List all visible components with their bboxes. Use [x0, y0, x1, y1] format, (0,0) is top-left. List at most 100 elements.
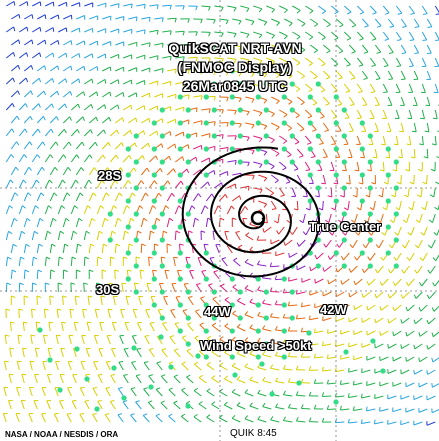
wind-barb	[92, 387, 98, 397]
wind-barb-feather	[415, 219, 420, 223]
wind-barb-feather	[137, 230, 142, 234]
wind-barb	[89, 91, 97, 98]
wind-barb-feather	[334, 11, 339, 15]
high-wind-dot	[385, 250, 391, 256]
wind-barb-feather	[150, 322, 155, 324]
wind-barb	[428, 317, 436, 325]
wind-barb-feather	[148, 118, 151, 123]
wind-barb-feather	[422, 39, 427, 41]
wind-barb-feather	[407, 232, 412, 236]
wind-barb	[279, 83, 288, 89]
wind-barb	[322, 70, 331, 78]
wind-barb	[36, 166, 43, 176]
wind-barb	[70, 256, 73, 267]
wind-barb	[142, 415, 150, 423]
wind-barb	[421, 5, 428, 14]
wind-barb	[148, 155, 157, 163]
wind-barb-feather	[91, 217, 96, 222]
wind-barb	[137, 322, 142, 332]
wind-barb	[201, 157, 210, 163]
wind-barb-feather	[95, 116, 99, 122]
wind-barb-feather	[36, 154, 41, 159]
wind-barb	[53, 413, 59, 423]
high-wind-dot	[393, 237, 399, 243]
wind-barb	[296, 148, 304, 157]
wind-barb-feather	[35, 321, 41, 324]
wind-barb-feather	[120, 167, 124, 172]
wind-barb	[102, 15, 111, 20]
wind-barb	[149, 130, 158, 137]
wind-barb-feather	[238, 20, 242, 25]
wind-barb	[270, 291, 280, 293]
high-wind-dot	[341, 263, 347, 269]
wind-barb-feather	[180, 180, 184, 185]
wind-barb	[350, 265, 358, 273]
wind-barb	[193, 390, 202, 397]
wind-barb-feather	[257, 389, 261, 394]
wind-barb-feather	[167, 180, 171, 185]
wind-barb-feather	[352, 406, 355, 411]
wind-barb	[16, 361, 20, 371]
wind-barb-feather	[135, 400, 140, 403]
wind-barb	[410, 226, 415, 236]
wind-barb-feather	[384, 12, 390, 15]
wind-barb-feather	[146, 167, 150, 173]
wind-barb	[335, 317, 345, 322]
wind-barb-feather	[17, 65, 21, 70]
wind-barb-feather	[57, 282, 63, 285]
wind-barb-feather	[143, 413, 148, 416]
wind-barb-feather	[60, 230, 65, 235]
wind-barb-feather	[224, 323, 229, 327]
wind-barb-feather	[206, 414, 211, 418]
wind-barb	[322, 317, 332, 322]
wind-barb-feather	[324, 129, 329, 132]
wind-barb	[262, 354, 272, 358]
wind-barb	[317, 57, 326, 65]
wind-barb-feather	[379, 281, 383, 286]
wind-barb	[115, 66, 124, 72]
wind-barb	[244, 340, 254, 345]
wind-barb-feather	[233, 257, 238, 261]
wind-barb	[426, 421, 436, 426]
wind-barb-feather	[431, 383, 433, 388]
wind-barb	[62, 141, 70, 150]
wind-barb-feather	[295, 314, 298, 320]
wind-barb	[314, 304, 324, 309]
wind-barb	[378, 239, 384, 249]
wind-barb-feather	[374, 268, 378, 274]
wind-barb	[66, 413, 72, 423]
wind-barb-feather	[288, 22, 293, 27]
wind-barb	[278, 161, 287, 169]
wind-barb	[136, 105, 145, 111]
wind-barb-feather	[38, 78, 42, 83]
wind-barb	[432, 331, 439, 338]
wind-barb	[297, 18, 306, 25]
wind-barb	[114, 269, 116, 280]
wind-barb	[387, 96, 393, 106]
wind-barb	[114, 167, 122, 176]
wind-barb-feather	[109, 282, 114, 285]
wind-barb	[49, 141, 57, 150]
wind-barb	[275, 380, 285, 384]
wind-barb-feather	[432, 282, 436, 287]
wind-barb-feather	[199, 322, 204, 326]
wind-barb	[343, 83, 351, 92]
wind-barb-feather	[349, 104, 355, 106]
high-wind-dot	[281, 120, 287, 126]
wind-barb-feather	[289, 230, 293, 235]
wind-barb-feather	[366, 330, 368, 336]
wind-barb	[231, 417, 241, 423]
lon-label-42w: 42W	[320, 302, 347, 317]
wind-barb	[375, 317, 384, 324]
wind-barb-feather	[288, 75, 293, 79]
high-wind-dot	[359, 172, 365, 178]
wind-barb	[262, 277, 272, 280]
wind-barb	[121, 283, 124, 293]
wind-barb	[83, 231, 87, 241]
wind-barb-feather	[388, 78, 393, 80]
high-wind-dot	[185, 289, 191, 295]
wind-barb	[374, 18, 382, 27]
wind-barb	[115, 41, 124, 46]
wind-barb	[167, 118, 176, 124]
wind-barb-feather	[174, 18, 177, 23]
